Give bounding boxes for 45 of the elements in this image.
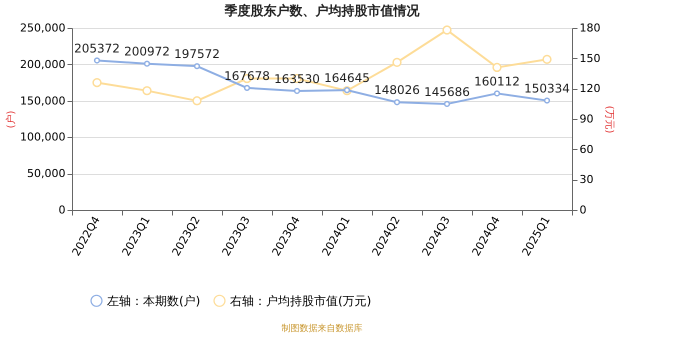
point — [392, 58, 402, 67]
point — [142, 86, 152, 96]
point — [544, 97, 550, 104]
data-label: 167678 — [224, 68, 270, 83]
point — [194, 63, 200, 70]
legend-label: 左轴：本期数(户) — [107, 294, 200, 308]
legend-label: 右轴：户均持股市值(万元) — [230, 294, 372, 308]
y2-tick-label: 90 — [580, 112, 594, 126]
y-tick-label: 250,000 — [20, 22, 66, 34]
point — [192, 96, 202, 106]
data-label: 164645 — [324, 71, 370, 86]
point — [442, 25, 452, 35]
y-tick-label: 150,000 — [20, 94, 66, 108]
data-label: 197572 — [174, 47, 220, 62]
y2-tick-label: 150 — [580, 52, 600, 65]
point — [94, 57, 100, 64]
point — [444, 100, 450, 108]
point — [244, 84, 250, 92]
data-label: 200972 — [124, 44, 170, 59]
chart-title: 季度股东户数、户均持股市值情况 — [224, 3, 420, 19]
y2-tick-label: 60 — [580, 142, 594, 156]
point — [494, 90, 500, 97]
y-tick-label: 0 — [58, 204, 66, 216]
data-label: 205372 — [74, 41, 120, 56]
data-label: 163530 — [274, 72, 320, 86]
y-tick-label: 100,000 — [20, 130, 66, 144]
y2-tick-label: 120 — [580, 82, 600, 96]
y-tick-label: 200,000 — [20, 58, 66, 71]
data-label: 148026 — [374, 83, 420, 98]
data-label: 160112 — [474, 74, 520, 88]
y-axis-title: (户) — [5, 110, 18, 128]
data-label: 150334 — [524, 82, 570, 96]
y2-axis-title: (万元) — [603, 106, 614, 134]
y2-tick-label: 30 — [580, 173, 594, 186]
point — [492, 62, 502, 72]
point — [394, 99, 400, 106]
data-label: 145686 — [424, 84, 470, 99]
point — [294, 88, 300, 94]
y2-tick-label: 180 — [580, 22, 600, 34]
point — [92, 78, 102, 88]
point — [542, 54, 552, 64]
text: 制图数据来自数据库 — [282, 323, 362, 334]
y2-tick-label: 0 — [580, 204, 586, 216]
y-tick-label: 50,000 — [27, 167, 66, 180]
point — [144, 60, 150, 67]
